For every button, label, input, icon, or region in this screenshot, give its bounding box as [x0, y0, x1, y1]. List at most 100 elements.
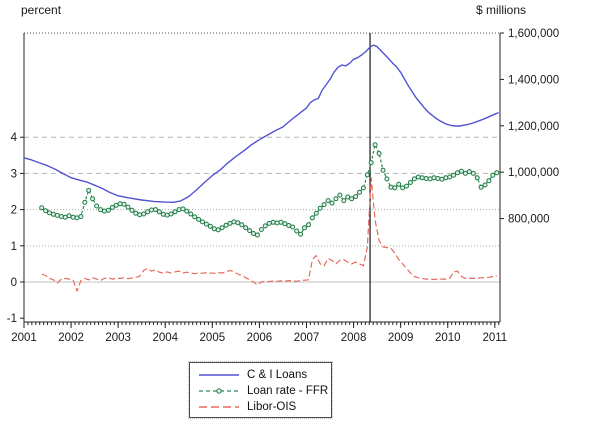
- series-marker: [329, 200, 335, 206]
- left-axis-tick-label: 4: [11, 132, 18, 144]
- series-marker: [86, 187, 92, 193]
- series-marker: [411, 176, 417, 182]
- left-axis-tick-label: 0: [11, 277, 17, 289]
- series-marker: [172, 209, 178, 215]
- series-marker: [427, 176, 433, 182]
- series-marker: [451, 172, 457, 178]
- series-marker: [282, 221, 288, 227]
- right-axis-tick-label: 1,200,000: [508, 121, 559, 133]
- series-marker: [219, 225, 225, 231]
- series-marker: [247, 228, 253, 234]
- right-axis-title: $ millions: [476, 3, 527, 17]
- series-marker: [431, 175, 437, 181]
- series-marker: [357, 189, 362, 195]
- series-marker: [321, 202, 327, 208]
- series-marker: [470, 170, 476, 176]
- series-marker: [384, 176, 390, 182]
- series-marker: [286, 223, 292, 228]
- series-marker: [227, 220, 233, 226]
- series-marker: [415, 174, 421, 180]
- series-marker: [396, 181, 402, 187]
- libor-ois-line-sample-icon: [199, 406, 239, 408]
- series-marker: [423, 176, 429, 181]
- series-marker: [478, 184, 484, 190]
- series-marker: [466, 169, 472, 175]
- series-marker: [153, 207, 158, 213]
- series-marker: [145, 209, 151, 215]
- left-axis-tick-label: 2: [11, 205, 17, 217]
- left-axis-tick-label: 1: [11, 241, 17, 253]
- x-axis-year-label: 2003: [105, 332, 131, 344]
- series-marker: [203, 221, 209, 227]
- series-marker: [243, 225, 249, 231]
- series-marker: [325, 198, 331, 204]
- series-marker: [101, 208, 107, 214]
- series-marker: [239, 222, 245, 228]
- series-marker: [98, 207, 103, 213]
- left-axis-title: percent: [21, 3, 62, 17]
- series-marker: [302, 225, 307, 231]
- series-marker: [435, 176, 441, 181]
- series-marker: [164, 212, 170, 218]
- series-marker: [251, 231, 256, 236]
- series-marker: [141, 211, 147, 217]
- legend-row-libor-ois: Libor-OIS: [198, 399, 331, 415]
- right-axis-tick-label: 1,600,000: [508, 28, 559, 40]
- series-marker: [90, 196, 96, 202]
- x-axis-year-label: 2005: [200, 332, 226, 344]
- left-axis-tick-label: -1: [7, 313, 17, 325]
- series-marker: [156, 209, 162, 215]
- series-marker: [443, 175, 449, 181]
- series-line-c-i-loans: [23, 44, 499, 204]
- series-marker: [70, 214, 76, 220]
- series-marker: [254, 232, 260, 238]
- x-axis-year-label: 2010: [435, 332, 461, 344]
- series-marker: [274, 220, 280, 226]
- legend-row-loan-rate: Loan rate - FFR: [198, 383, 331, 399]
- series-marker: [474, 175, 480, 181]
- series-marker: [455, 170, 460, 176]
- series-marker: [207, 223, 213, 229]
- x-axis-year-label: 2011: [482, 332, 507, 344]
- series-marker: [43, 208, 49, 214]
- x-axis-year-label: 2004: [152, 332, 178, 344]
- series-marker: [404, 183, 409, 189]
- series-marker: [192, 214, 198, 220]
- series-marker: [364, 172, 370, 178]
- series-marker: [109, 204, 115, 210]
- left-axis-tick-label: 3: [11, 168, 17, 180]
- series-marker: [462, 170, 468, 176]
- series-marker: [266, 220, 272, 226]
- series-marker: [258, 227, 264, 232]
- legend-label-libor-ois: Libor-OIS: [247, 401, 297, 413]
- series-marker: [58, 214, 64, 219]
- series-marker: [50, 211, 56, 217]
- series-marker: [129, 207, 135, 213]
- series-marker: [490, 172, 496, 178]
- series-marker: [235, 220, 241, 226]
- x-axis-year-label: 2007: [294, 332, 320, 344]
- series-marker: [160, 211, 166, 217]
- series-marker: [290, 224, 296, 230]
- series-marker: [447, 174, 453, 180]
- series-marker: [54, 212, 60, 218]
- right-axis-tick-label: 1,400,000: [508, 74, 559, 86]
- series-marker: [231, 219, 237, 225]
- series-marker: [78, 214, 84, 219]
- series-marker: [200, 219, 205, 225]
- series-marker: [188, 211, 194, 217]
- series-marker: [376, 151, 382, 156]
- series-marker: [94, 203, 100, 209]
- x-axis-year-label: 2001: [11, 332, 37, 344]
- series-marker: [345, 194, 351, 200]
- series-marker: [298, 231, 304, 237]
- series-line-libor-ois: [41, 177, 497, 292]
- series-marker: [380, 167, 386, 173]
- series-marker: [133, 210, 139, 216]
- series-marker: [309, 215, 315, 221]
- series-marker: [168, 211, 174, 217]
- series-marker: [337, 192, 343, 198]
- series-marker: [419, 175, 425, 181]
- series-marker: [223, 222, 229, 228]
